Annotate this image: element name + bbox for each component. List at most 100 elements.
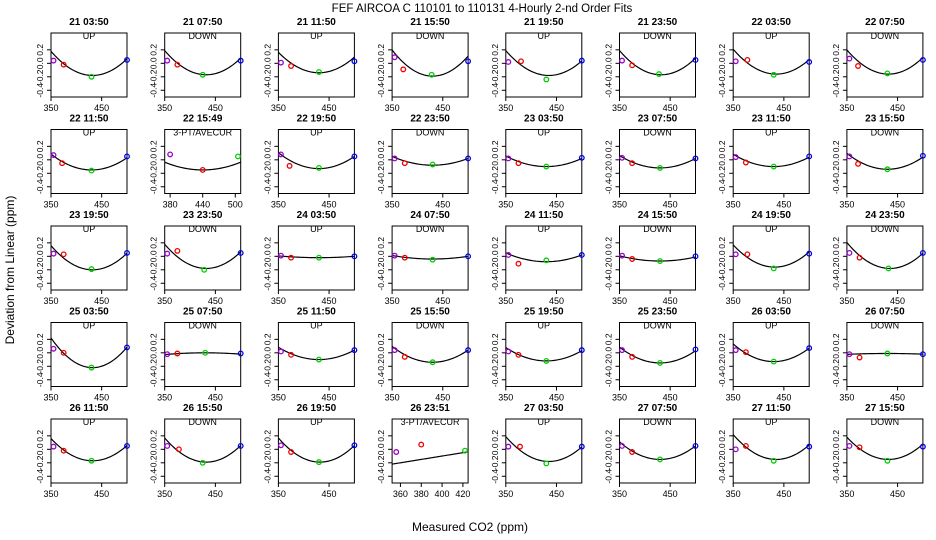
data-point	[505, 443, 512, 450]
y-tick-label: -0.4	[262, 179, 272, 194]
y-tick-label: 0.2	[604, 44, 614, 56]
y-tick-label: -0.2	[604, 455, 614, 470]
data-point	[919, 56, 926, 63]
panel: 27 11:50 UP 0.20.0-0.2-0.4 350 450	[717, 403, 813, 499]
x-tick-label: 450	[322, 200, 337, 210]
panel: 23 03:50 UP 0.2 0.0-0.2-0.4 350 450	[490, 114, 585, 210]
y-tick-label: 0.2	[149, 140, 159, 152]
y-tick-label: 0.0	[149, 250, 159, 262]
data-point	[543, 460, 550, 467]
panel-title: 27 07:50	[638, 403, 678, 414]
data-point	[60, 447, 67, 454]
x-tick-label: 350	[271, 103, 286, 113]
fit-curve	[50, 337, 128, 369]
y-tick-label: 0.2	[831, 333, 841, 345]
x-tick-label: 450	[663, 103, 678, 113]
panel-title: 23 19:50	[69, 210, 109, 221]
data-point	[199, 459, 206, 466]
x-tick-label: 350	[839, 296, 854, 306]
x-tick-label: 350	[498, 200, 513, 210]
panel-frame	[277, 129, 355, 194]
x-tick-label: 350	[612, 296, 627, 306]
x-tick-label: 350	[498, 296, 513, 306]
panel-frame	[619, 418, 696, 484]
panel-title: 26 23:51	[410, 403, 450, 414]
fit-curve	[732, 244, 810, 268]
fit-curve	[277, 51, 355, 74]
y-tick-label: 0.0	[490, 57, 500, 69]
y-tick-label: -0.2	[717, 359, 727, 374]
panel: 21 23:50 DOWN 0.20.0-0.2-0.4 350 450	[604, 17, 699, 113]
data-point	[199, 166, 206, 173]
data-point	[515, 160, 522, 167]
x-tick-label: 350	[498, 489, 513, 499]
panel-frame	[164, 418, 242, 484]
data-point	[60, 251, 67, 258]
data-point	[505, 59, 512, 65]
x-tick-label: 350	[839, 489, 854, 499]
y-tick-label: -0.4	[490, 179, 500, 194]
data-point	[846, 249, 853, 256]
panel-title: 22 23:50	[410, 114, 450, 125]
panel-title: 25 11:50	[297, 307, 336, 318]
x-tick-label: 450	[890, 296, 905, 306]
x-tick-label: 350	[157, 103, 172, 113]
data-point	[806, 250, 813, 257]
y-tick-label: -0.4	[717, 372, 727, 387]
y-tick-label: 0.2	[376, 333, 386, 345]
fit-curve	[164, 243, 242, 270]
panel-frame	[164, 322, 242, 387]
panel: 22 19:50 UP 0.2 0.0-0.2-0.4 350 450	[262, 114, 358, 210]
data-point	[50, 345, 57, 352]
y-tick-label: -0.2	[376, 359, 386, 374]
y-tick-label: 0.2	[717, 237, 727, 249]
y-tick-label: -0.2	[717, 455, 727, 470]
x-tick-label: 450	[663, 296, 678, 306]
panel-title: 24 19:50	[751, 210, 791, 221]
panel: 21 03:50 UP 0.20.0-0.2-0.4 350 450	[35, 17, 130, 113]
data-point	[88, 167, 95, 174]
x-tick-label: 450	[208, 393, 223, 403]
y-tick-label: -0.2	[604, 166, 614, 181]
data-point	[174, 350, 181, 357]
data-point	[351, 442, 358, 449]
data-point	[770, 265, 777, 272]
panel-frame	[505, 322, 583, 387]
panel-frame	[505, 32, 583, 98]
data-point	[50, 443, 57, 450]
y-tick-label: 0.0	[604, 443, 614, 455]
data-point	[846, 55, 853, 62]
y-tick-label: -0.4	[376, 179, 386, 194]
x-tick-label: 450	[549, 200, 564, 210]
panel-label: UP	[310, 224, 323, 234]
data-point	[465, 347, 472, 354]
panel: 27 15:50 DOWN 0.20.0-0.2-0.4 350 450	[831, 403, 926, 499]
x-tick-label: 450	[776, 103, 791, 113]
data-point	[288, 449, 295, 455]
x-tick-label: 450	[322, 489, 337, 499]
data-point	[237, 442, 244, 449]
data-point	[401, 353, 408, 360]
panel-label: UP	[538, 321, 551, 331]
x-tick-label: 350	[385, 393, 400, 403]
data-point	[401, 254, 408, 261]
panel-label: DOWN	[643, 321, 672, 331]
x-axis-label: Measured CO2 (ppm)	[412, 520, 528, 534]
data-point	[884, 350, 891, 357]
y-tick-label: 0.2	[604, 140, 614, 152]
y-tick-label: 0.2	[604, 237, 614, 249]
fit-curve	[278, 152, 355, 170]
data-point	[277, 59, 284, 66]
y-tick-label: -0.4	[376, 276, 386, 291]
y-tick-label: -0.2	[262, 166, 272, 181]
data-point	[656, 71, 662, 78]
y-tick-label: -0.2	[35, 455, 45, 470]
panel: 27 07:50 DOWN 0.20.0-0.2-0.4 350 450	[604, 403, 699, 499]
y-tick-label: -0.4	[262, 83, 272, 98]
x-tick-label: 450	[435, 103, 450, 113]
y-tick-label: 0.2	[262, 140, 272, 152]
y-tick-label: 0.0	[149, 154, 159, 166]
fit-curve	[732, 48, 810, 75]
data-point	[619, 154, 625, 161]
x-tick-label: 350	[726, 393, 741, 403]
